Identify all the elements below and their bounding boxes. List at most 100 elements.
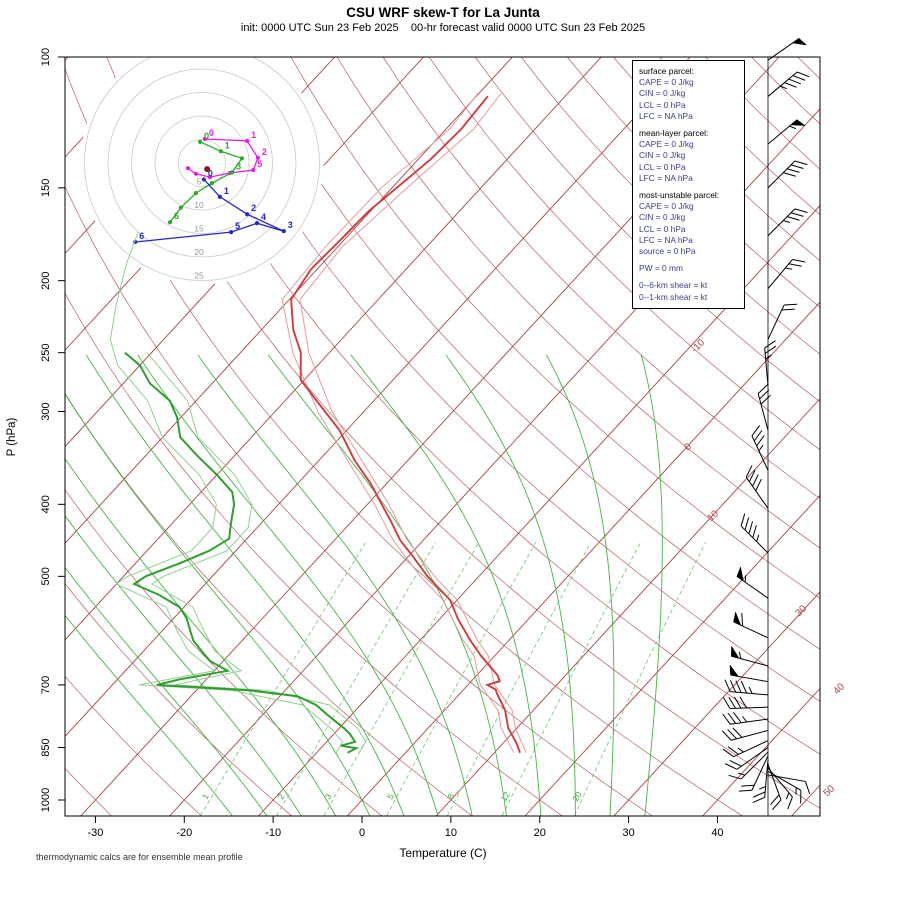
barb-full — [722, 697, 731, 709]
parcel-section-title: mean-layer parcel: — [639, 128, 709, 139]
barb-half — [748, 686, 753, 694]
barb-full — [728, 774, 742, 780]
pressure-tick-label: 500 — [40, 567, 52, 585]
barb-full — [727, 729, 737, 740]
temp-tick-label: -10 — [265, 827, 281, 839]
parcel-value-line: CAPE = 0 J/kg — [639, 77, 694, 88]
barb-half — [783, 220, 791, 223]
hodo-trace-green-point-label: 1 — [225, 140, 230, 150]
pressure-tick-label: 200 — [40, 271, 52, 289]
barb-staff — [767, 160, 796, 189]
barb-staff — [740, 751, 769, 780]
barb-full — [727, 746, 739, 755]
hodo-trace-blue-point — [281, 229, 286, 234]
hodograph-ring-label: 5 — [197, 177, 202, 187]
moist-adiabat-line — [65, 566, 268, 816]
barb-flag — [736, 566, 744, 582]
wind-barb — [767, 208, 808, 237]
hodograph-ring-label: 10 — [194, 200, 204, 210]
wind-barb — [767, 119, 806, 145]
barb-full — [772, 799, 782, 811]
hodo-trace-green-point — [229, 170, 235, 175]
moist-adiabat-line — [65, 614, 233, 816]
wind-barb — [757, 384, 771, 431]
wind-barb — [722, 712, 769, 725]
x-axis-title: Temperature (C) — [399, 846, 486, 860]
barb-half — [756, 534, 760, 542]
wind-barb — [745, 465, 769, 509]
barb-staff — [767, 767, 793, 798]
hodo-trace-green-point — [167, 220, 173, 225]
mixing-ratio-line — [323, 542, 480, 816]
barb-flag — [729, 664, 740, 677]
parcel-value-line: LFC = NA hPa — [639, 234, 693, 245]
barb-full — [792, 259, 806, 263]
wind-barb — [724, 747, 769, 770]
dewpoint-profile-member — [146, 352, 367, 754]
hodo-trace-magenta-point-label: 2 — [262, 147, 267, 157]
hodo-trace-magenta-point-label: 1 — [251, 130, 256, 140]
storm-motion-dot — [204, 166, 211, 173]
temp-tick-label: 20 — [534, 827, 546, 839]
parcel-value-line: LCL = 0 hPa — [639, 99, 686, 110]
parcel-value-line: 0--1-km shear = kt — [639, 291, 708, 302]
wind-barb — [767, 764, 782, 811]
mixing-ratio-label: 20 — [570, 790, 584, 803]
barb-full — [751, 425, 761, 437]
barb-staff — [764, 347, 769, 386]
barb-staff — [731, 729, 769, 741]
hodo-trace-blue-point — [229, 229, 234, 235]
barb-full — [788, 78, 801, 85]
hodograph-ring — [107, 68, 297, 258]
parcel-value-line: LCL = 0 hPa — [639, 161, 686, 172]
temperature-profile-mean — [290, 95, 521, 754]
hodograph-ring-label: 20 — [194, 247, 204, 257]
hodo-trace-green-point-label: 0 — [204, 131, 209, 141]
wind-barb — [733, 611, 769, 639]
barb-full — [752, 796, 765, 804]
hodo-trace-blue-point-label: 1 — [224, 186, 229, 196]
barb-full — [783, 172, 796, 177]
hodo-trace-blue-point-label: 0 — [208, 168, 213, 178]
pressure-tick-label: 150 — [40, 179, 52, 197]
barb-half — [738, 772, 746, 776]
wind-barb — [724, 679, 769, 696]
mixing-ratio-line — [501, 542, 641, 816]
moist-adiabat-line — [137, 354, 439, 816]
hodograph-ring — [84, 57, 320, 281]
wind-barb — [722, 696, 769, 709]
hodo-trace-green-point — [198, 139, 203, 144]
barb-full — [753, 791, 766, 798]
dry-adiabat-line — [65, 292, 563, 816]
barb-flag — [731, 645, 740, 659]
isotherm-label: 50 — [821, 783, 837, 799]
barb-full — [787, 796, 793, 810]
pressure-tick-label: 100 — [40, 48, 52, 66]
moist-adiabat-line — [85, 354, 405, 816]
barb-staff — [757, 393, 769, 431]
moist-adiabat-line — [350, 354, 542, 816]
hodograph-ring-label: 15 — [194, 224, 204, 234]
mixing-ratio-line — [386, 542, 537, 816]
barb-full — [794, 160, 808, 166]
hodograph-ring-label: 25 — [194, 271, 204, 281]
temperature-profile-member — [299, 93, 527, 754]
hodo-trace-green: 0 1 3 6 — [167, 131, 245, 225]
dry-adiabat-line — [751, 57, 820, 125]
parcel-value-line: CIN = 0 J/kg — [639, 88, 686, 99]
page-subtitle: init: 0000 UTC Sun 23 Feb 2025 00-hr for… — [240, 22, 646, 34]
hodograph-backing — [80, 57, 324, 285]
hodo-trace-magenta-point — [207, 175, 213, 180]
pressure-tick-label: 700 — [40, 676, 52, 694]
hodo-trace-magenta: 0 125 — [185, 128, 267, 180]
moist-adiabat-line — [65, 514, 302, 816]
barb-full — [748, 521, 754, 534]
parcel-value-line: LFC = NA hPa — [639, 110, 693, 121]
parcel-value-line: CIN = 0 J/kg — [639, 212, 686, 223]
moist-adiabat-line — [197, 354, 473, 816]
parcel-section-title: most-unstable parcel: — [639, 190, 720, 201]
barb-full — [738, 789, 752, 792]
wind-barb — [767, 770, 802, 804]
parcel-value-line: CIN = 0 J/kg — [639, 150, 686, 161]
